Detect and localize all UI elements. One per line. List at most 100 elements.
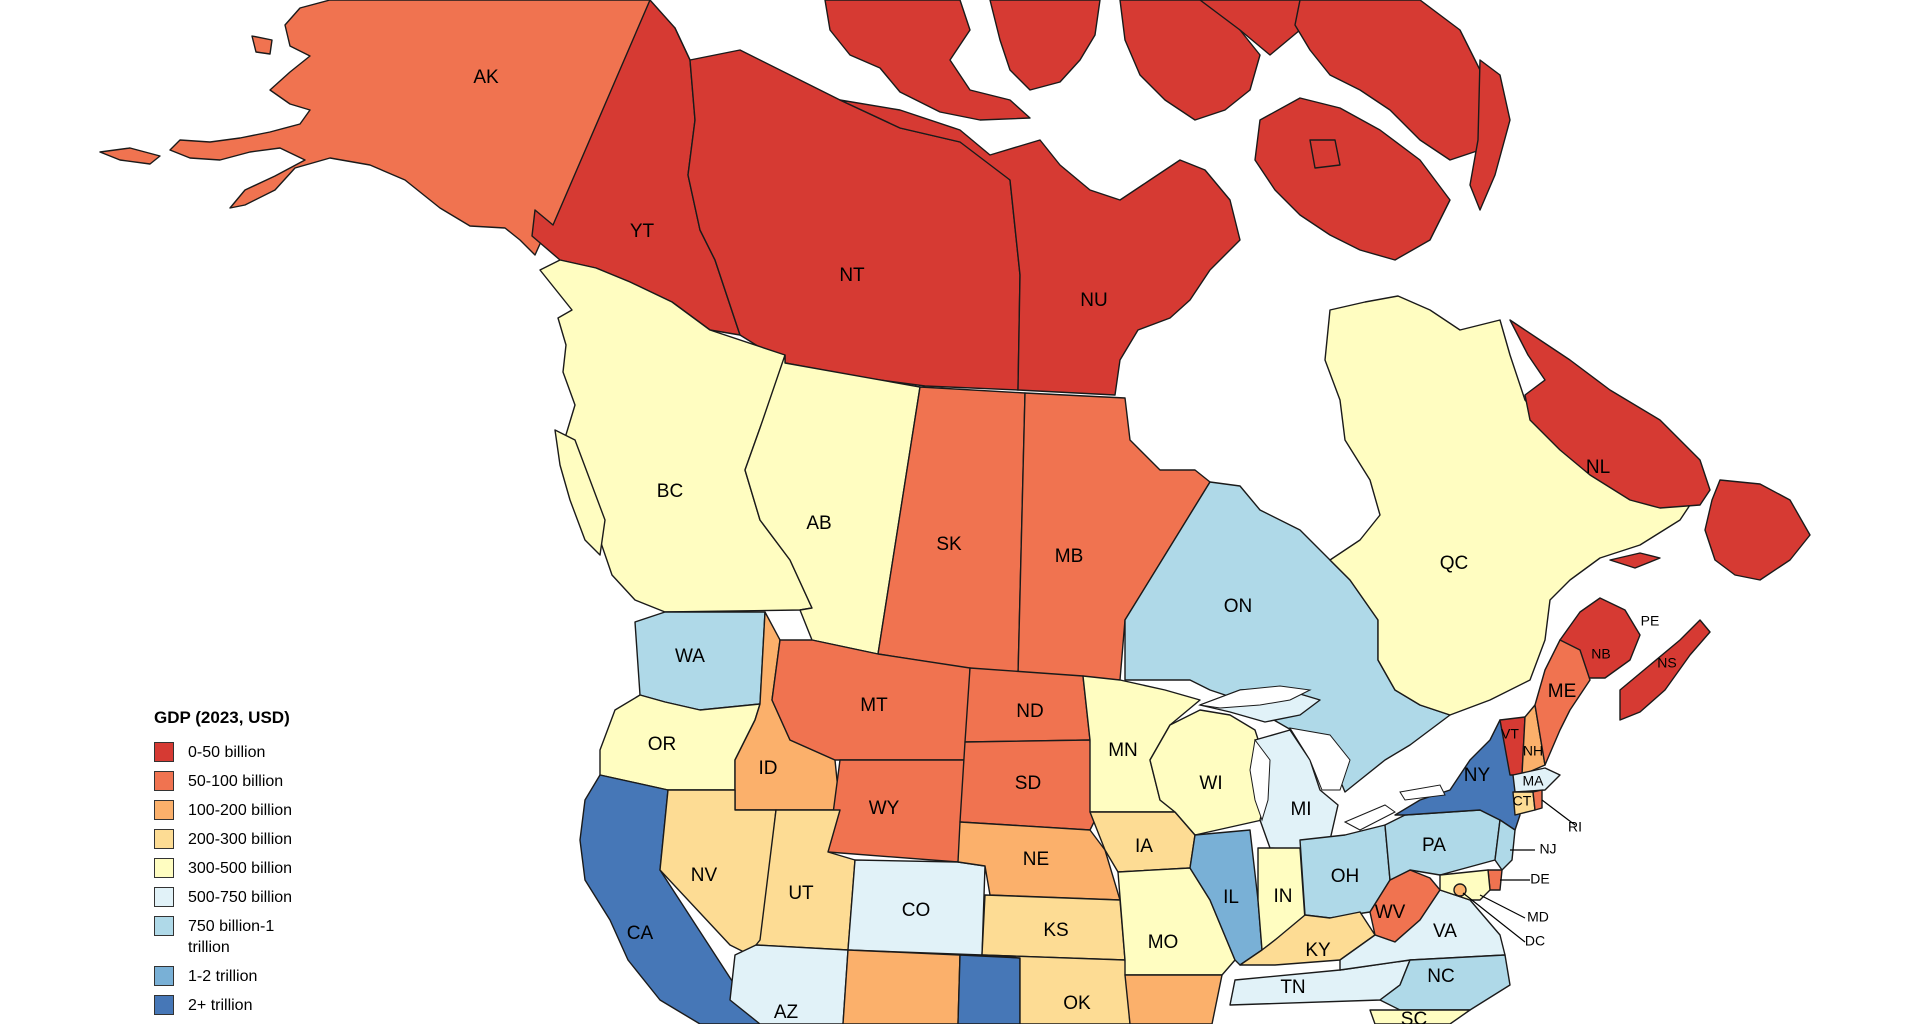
label-NY: NY (1464, 765, 1491, 786)
legend-label: 100-200 billion (188, 802, 293, 819)
label-IN: IN (1274, 886, 1293, 907)
legend-swatch (154, 800, 174, 820)
legend-label: 2+ trillion (188, 997, 253, 1014)
label-MD: MD (1527, 909, 1549, 925)
region-OK[interactable] (981, 954, 1131, 1024)
legend-items: 0-50 billion 50-100 billion 100-200 billio… (154, 742, 354, 1016)
region-BC-island (554, 429, 606, 556)
region-KY[interactable] (1239, 911, 1376, 966)
label-MI: MI (1290, 799, 1311, 820)
region-NL-island (1704, 479, 1811, 581)
lake-ontario (1399, 784, 1446, 801)
label-SD: SD (1015, 773, 1041, 794)
label-MT: MT (860, 695, 888, 716)
region-PE[interactable] (1609, 552, 1661, 569)
legend-swatch (154, 742, 174, 762)
legend-label: 0-50 billion (188, 744, 266, 761)
lake-erie (1343, 804, 1396, 831)
region-NU-islands-4 (1199, 0, 1321, 56)
legend-label: 200-300 billion (188, 831, 293, 848)
leader-md (1479, 894, 1526, 919)
label-VT: VT (1501, 726, 1519, 742)
region-AK-islands-2 (251, 35, 273, 55)
legend-swatch (154, 966, 174, 986)
region-NU-islands-6 (1294, 0, 1491, 161)
region-CO[interactable] (847, 859, 986, 956)
label-DC: DC (1525, 933, 1545, 949)
legend-item: 750 billion-1 trillion (154, 916, 354, 958)
label-IL: IL (1223, 887, 1239, 908)
label-WI: WI (1199, 773, 1222, 794)
legend-item: 300-500 billion (154, 858, 354, 879)
legend-item: 1-2 trillion (154, 966, 354, 987)
label-KY: KY (1305, 940, 1331, 961)
legend-item: 200-300 billion (154, 829, 354, 850)
label-CT: CT (1513, 793, 1532, 809)
legend-label: 50-100 billion (188, 773, 284, 790)
label-SC: SC (1401, 1009, 1427, 1024)
leader-ri (1541, 799, 1576, 826)
legend-label: 500-750 billion (188, 889, 293, 906)
label-MN: MN (1108, 740, 1138, 761)
region-AB[interactable] (744, 354, 921, 655)
label-MO: MO (1148, 932, 1179, 953)
region-NU-islands-5 (1254, 97, 1451, 261)
region-NM[interactable] (842, 949, 961, 1024)
label-CA: CA (627, 923, 654, 944)
lake-superior (1198, 685, 1312, 709)
label-AZ: AZ (774, 1002, 799, 1023)
label-NC: NC (1427, 966, 1454, 987)
region-ME[interactable] (1534, 639, 1591, 766)
legend-swatch (154, 916, 174, 936)
region-QC[interactable] (1324, 295, 1701, 716)
label-KS: KS (1043, 920, 1068, 941)
region-AR[interactable] (1124, 974, 1223, 1024)
label-NH: NH (1523, 743, 1543, 759)
lake-huron (1288, 727, 1351, 791)
legend-item: 50-100 billion (154, 771, 354, 792)
label-RI: RI (1568, 819, 1582, 835)
legend: GDP (2023, USD) 0-50 billion 50-100 billi… (154, 708, 354, 1024)
label-ME: ME (1548, 681, 1577, 702)
region-NU-islands-7 (1469, 59, 1511, 211)
region-NL[interactable] (1509, 319, 1711, 509)
region-MA[interactable] (1512, 767, 1561, 793)
legend-item: 100-200 billion (154, 800, 354, 821)
label-ID: ID (759, 758, 778, 779)
label-NT: NT (839, 265, 865, 286)
legend-label: 750 billion-1 trillion (188, 918, 275, 956)
label-BC: BC (657, 481, 683, 502)
legend-item: 0-50 billion (154, 742, 354, 763)
region-NU-islands-1 (824, 0, 1031, 121)
region-VA[interactable] (1339, 889, 1506, 971)
label-ON: ON (1224, 596, 1253, 617)
lake-michigan (1249, 738, 1271, 822)
label-WV: WV (1375, 902, 1406, 923)
region-ON[interactable] (1124, 481, 1451, 793)
label-NJ: NJ (1539, 841, 1556, 857)
region-TX[interactable] (957, 954, 1021, 1024)
region-NU[interactable] (839, 99, 1241, 396)
region-SC[interactable] (1369, 1009, 1471, 1024)
label-ND: ND (1016, 701, 1043, 722)
legend-label: 300-500 billion (188, 860, 293, 877)
label-QC: QC (1440, 553, 1469, 574)
region-AK[interactable] (169, 0, 656, 266)
region-SD[interactable] (959, 739, 1096, 831)
region-RI[interactable] (1532, 789, 1543, 811)
region-MD[interactable] (1439, 869, 1491, 901)
region-AK-islands (99, 147, 161, 165)
label-NE: NE (1023, 849, 1049, 870)
label-NS: NS (1657, 655, 1676, 671)
label-WA: WA (675, 646, 705, 667)
label-PE: PE (1641, 613, 1660, 629)
legend-item: 2+ trillion (154, 995, 354, 1016)
label-OR: OR (648, 734, 677, 755)
leader-dc (1462, 892, 1526, 943)
region-NS[interactable] (1619, 619, 1711, 721)
region-NJ[interactable] (1494, 819, 1516, 871)
label-SK: SK (936, 534, 962, 555)
label-VA: VA (1433, 921, 1457, 942)
region-BC[interactable] (539, 259, 813, 613)
